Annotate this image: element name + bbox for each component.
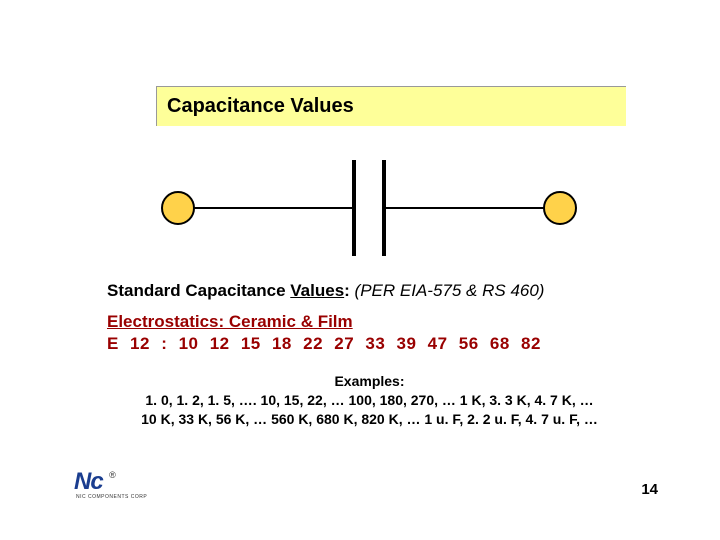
- registered-mark: ®: [109, 470, 115, 480]
- examples-line-2: 10 K, 33 K, 56 K, … 560 K, 680 K, 820 K,…: [107, 410, 632, 429]
- standard-values-line: Standard Capacitance Values: (PER EIA-57…: [107, 281, 544, 301]
- slide-title: Capacitance Values: [156, 86, 626, 126]
- examples-block: Examples: 1. 0, 1. 2, 1. 5, …. 10, 15, 2…: [107, 372, 632, 429]
- logo-text: Nc ®: [74, 468, 103, 496]
- examples-heading: Examples:: [107, 372, 632, 391]
- page-number: 14: [641, 481, 658, 498]
- company-logo: Nc ® NIC COMPONENTS CORP: [74, 468, 174, 508]
- left-terminal: [162, 192, 194, 224]
- e12-series: E 12 : 10 12 15 18 22 27 33 39 47 56 68 …: [107, 334, 541, 354]
- right-terminal: [544, 192, 576, 224]
- capacitor-symbol: [0, 0, 720, 540]
- standard-label: Standard Capacitance: [107, 281, 290, 300]
- electrostatics-heading: Electrostatics: Ceramic & Film: [107, 312, 353, 332]
- standard-ref: (PER EIA-575 & RS 460): [350, 281, 545, 300]
- examples-line-1: 1. 0, 1. 2, 1. 5, …. 10, 15, 22, … 100, …: [107, 391, 632, 410]
- standard-values-word: Values: [290, 281, 344, 300]
